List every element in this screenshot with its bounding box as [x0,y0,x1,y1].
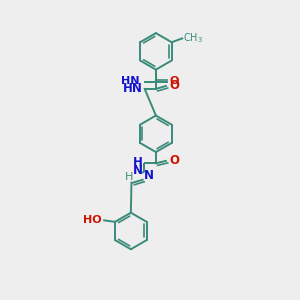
Text: H: H [133,156,142,169]
Text: HO: HO [82,215,101,225]
Text: O: O [169,76,179,86]
Text: HN: HN [123,82,143,95]
Text: H: H [125,172,133,182]
Text: CH$_3$: CH$_3$ [183,31,203,45]
Text: O: O [169,79,179,92]
Text: N: N [133,164,143,177]
Text: O: O [169,154,179,167]
Text: N: N [144,169,154,182]
Text: HN: HN [122,76,140,86]
